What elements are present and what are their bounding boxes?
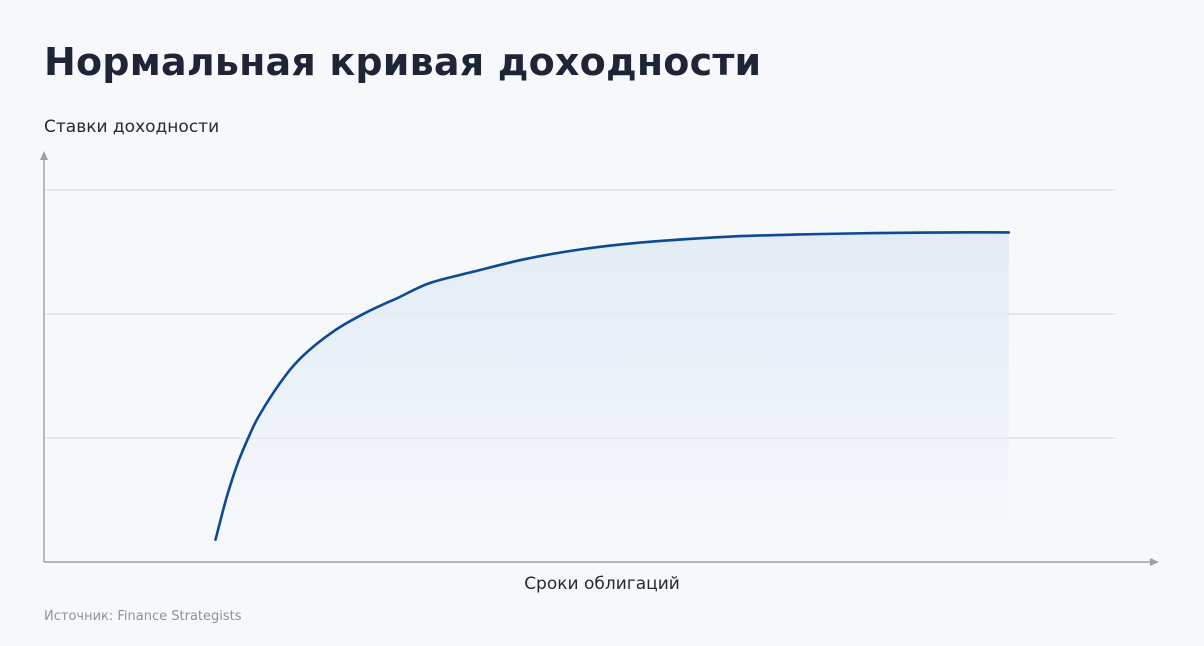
y-axis-label: Ставки доходности [44, 117, 220, 137]
curve-area-fill [215, 232, 1009, 540]
x-axis-label: Сроки облигаций [524, 574, 680, 594]
yield-curve-line [214, 231, 1011, 541]
source-note: Источник: Finance Strategists [44, 609, 242, 624]
y-axis-arrow-icon [40, 151, 48, 160]
chart-title: Нормальная кривая доходности [44, 40, 762, 84]
axes [40, 151, 1159, 566]
x-axis-arrow-icon [1150, 558, 1159, 566]
